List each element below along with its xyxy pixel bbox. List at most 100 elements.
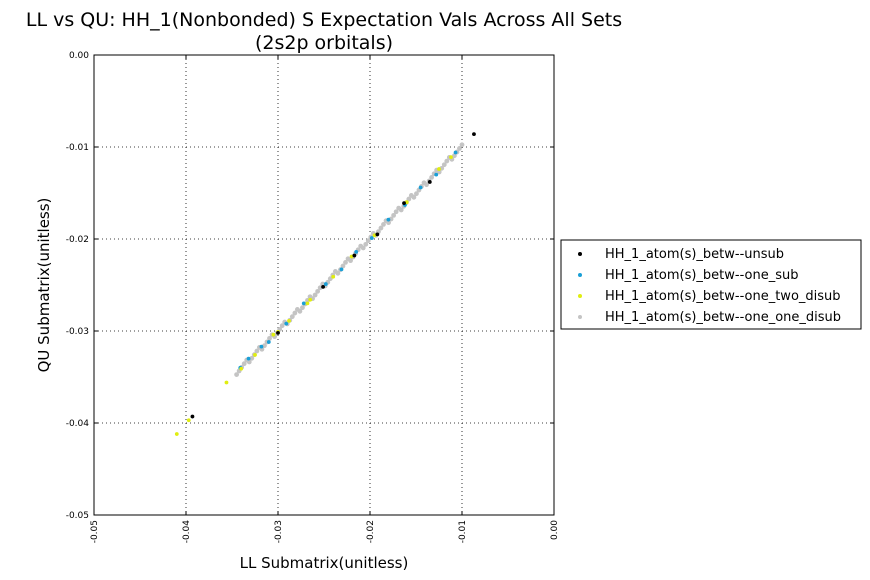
data-point xyxy=(449,155,453,160)
data-point xyxy=(190,414,195,419)
data-point xyxy=(323,282,328,286)
data-point xyxy=(472,132,476,137)
chart-subtitle: (2s2p orbitals) xyxy=(255,32,393,54)
data-point xyxy=(284,321,289,326)
data-point xyxy=(300,305,305,311)
x-axis-label: LL Submatrix(unitless) xyxy=(240,554,409,572)
data-point xyxy=(381,222,386,227)
data-point xyxy=(352,253,357,258)
y-axis-label: QU Submatrix(unitless) xyxy=(35,198,53,373)
data-point xyxy=(266,340,271,344)
data-point xyxy=(444,158,450,164)
data-point xyxy=(429,174,435,180)
x-tick-label: -0.03 xyxy=(274,520,284,543)
plot-frame xyxy=(93,54,555,516)
legend-label: HH_1_atom(s)_betw--unsub xyxy=(605,247,784,262)
legend-marker xyxy=(578,315,582,319)
data-point xyxy=(246,359,252,365)
legend-marker xyxy=(578,294,582,298)
data-point xyxy=(259,344,264,349)
x-tick-label: 0.00 xyxy=(550,520,560,540)
x-tick-labels: -0.05 -0.04 -0.03 -0.02 -0.01 0.00 xyxy=(90,520,560,544)
data-points xyxy=(174,132,476,436)
data-point xyxy=(335,270,341,276)
chart-title: LL vs QU: HH_1(Nonbonded) S Expectation … xyxy=(26,9,622,31)
data-point xyxy=(297,308,303,314)
data-point xyxy=(418,185,423,190)
data-point xyxy=(186,418,191,423)
data-point xyxy=(441,162,447,168)
data-point xyxy=(391,212,397,218)
data-point xyxy=(321,284,325,289)
data-point xyxy=(402,201,406,206)
data-point xyxy=(224,380,229,385)
legend-items: HH_1_atom(s)_betw--unsub HH_1_atom(s)_bet… xyxy=(578,247,841,325)
y-tick-label: -0.01 xyxy=(66,143,89,153)
legend-label: HH_1_atom(s)_betw--one_two_disub xyxy=(605,289,841,304)
data-point xyxy=(363,241,369,247)
data-point xyxy=(305,301,310,306)
data-point xyxy=(369,236,374,240)
data-point xyxy=(267,335,272,341)
axis-ticks xyxy=(93,54,555,516)
data-point xyxy=(339,267,344,272)
data-point xyxy=(234,372,240,378)
data-point xyxy=(253,353,257,357)
data-point xyxy=(301,301,306,306)
data-point xyxy=(378,225,384,231)
legend-box xyxy=(560,239,862,330)
data-point xyxy=(343,259,348,265)
data-point xyxy=(312,292,318,298)
data-point xyxy=(457,146,462,151)
data-point xyxy=(348,258,353,264)
data-point xyxy=(340,263,346,269)
data-point xyxy=(406,196,412,202)
data-point xyxy=(427,180,432,184)
data-point xyxy=(393,209,399,215)
y-tick-label: -0.03 xyxy=(66,327,89,337)
data-point xyxy=(271,332,276,337)
data-point xyxy=(289,314,295,320)
y-tick-label: -0.05 xyxy=(66,511,89,521)
data-point xyxy=(386,217,391,222)
data-point xyxy=(365,238,371,244)
data-point xyxy=(437,167,441,171)
y-tick-labels: -0.05 -0.04 -0.03 -0.02 -0.01 0.00 xyxy=(66,51,90,521)
legend-marker xyxy=(578,252,582,256)
legend-label: HH_1_atom(s)_betw--one_one_disub xyxy=(605,310,841,325)
legend-marker xyxy=(578,273,582,277)
data-point xyxy=(411,194,417,200)
data-point xyxy=(414,191,419,197)
data-point xyxy=(315,288,321,294)
data-point xyxy=(254,348,260,354)
data-point xyxy=(287,318,291,323)
data-point xyxy=(279,323,285,329)
x-tick-label: -0.05 xyxy=(90,520,100,543)
data-point xyxy=(424,182,429,188)
data-point xyxy=(292,310,298,316)
data-point xyxy=(452,153,457,159)
y-tick-label: 0.00 xyxy=(69,51,89,61)
x-tick-label: -0.04 xyxy=(182,520,192,544)
data-point xyxy=(459,142,465,148)
y-tick-label: -0.04 xyxy=(66,419,90,429)
data-point xyxy=(246,356,251,361)
data-point xyxy=(249,355,255,361)
data-point xyxy=(331,274,336,279)
legend: HH_1_atom(s)_betw--unsub HH_1_atom(s)_bet… xyxy=(560,239,862,330)
x-tick-label: -0.01 xyxy=(458,520,468,543)
data-point xyxy=(354,249,359,254)
data-point xyxy=(241,361,247,367)
data-point xyxy=(276,330,280,335)
y-tick-label: -0.02 xyxy=(66,235,89,245)
legend-label: HH_1_atom(s)_betw--one_sub xyxy=(605,268,798,283)
data-point xyxy=(239,366,244,371)
x-tick-label: -0.02 xyxy=(366,520,376,543)
grid-lines xyxy=(94,55,554,515)
data-point xyxy=(174,432,179,436)
data-point xyxy=(360,245,366,251)
data-point xyxy=(386,220,391,226)
data-point xyxy=(308,297,313,302)
data-point xyxy=(436,169,442,175)
